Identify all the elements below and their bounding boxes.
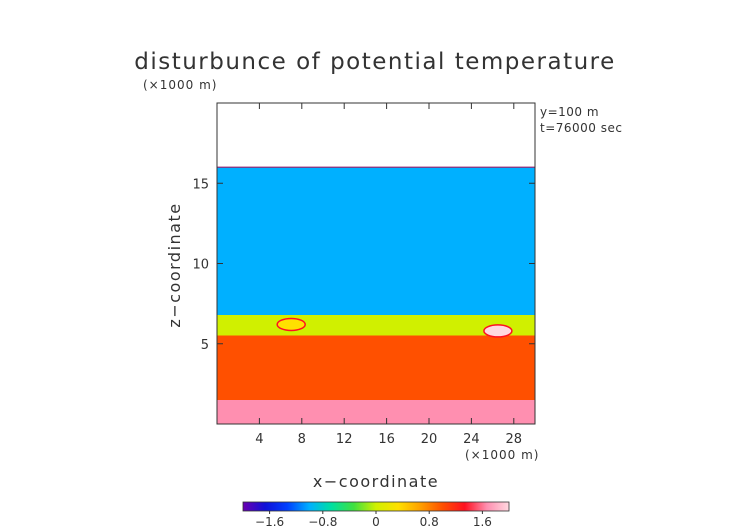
feature-blob-1	[276, 317, 306, 332]
x-axis-label: x−coordinate	[313, 472, 439, 491]
y-tick-label: 10	[192, 258, 209, 273]
x-tick-label: 4	[255, 432, 263, 447]
colorbar-tick-label: 0.8	[420, 515, 439, 529]
annotation-time: t=76000 sec	[540, 121, 622, 135]
colorbar-tick-label: −1.6	[255, 515, 284, 529]
y-tick-label: 5	[201, 338, 209, 353]
field-fill	[217, 167, 535, 424]
chart-title: disturbunce of potential temperature	[134, 49, 616, 75]
y-axis-label: z−coordinate	[165, 202, 184, 327]
y-unit-label: (×1000 m)	[143, 78, 217, 92]
x-tick-label: 12	[336, 432, 353, 447]
x-tick-label: 20	[421, 432, 438, 447]
x-tick-label: 8	[298, 432, 306, 447]
colorbar-ticks: −1.6 −0.8 0 0.8 1.6	[255, 511, 492, 529]
annotation-y: y=100 m	[540, 105, 599, 119]
x-tick-label: 16	[378, 432, 395, 447]
y-axis-ticks: 5 10 15	[192, 177, 535, 353]
colorbar	[242, 501, 510, 512]
colorbar-tick-label: 0	[372, 515, 380, 529]
y-tick-label: 15	[192, 177, 209, 192]
x-tick-label: 28	[506, 432, 523, 447]
x-unit-label: (×1000 m)	[465, 448, 539, 462]
plot-area	[217, 166, 535, 424]
colorbar-tick-label: −0.8	[308, 515, 337, 529]
colorbar-tick-label: 1.6	[473, 515, 492, 529]
x-axis-ticks: 4 8 12 16 20 24 28	[255, 103, 522, 447]
x-tick-label: 24	[463, 432, 480, 447]
feature-blob-0	[483, 324, 513, 338]
